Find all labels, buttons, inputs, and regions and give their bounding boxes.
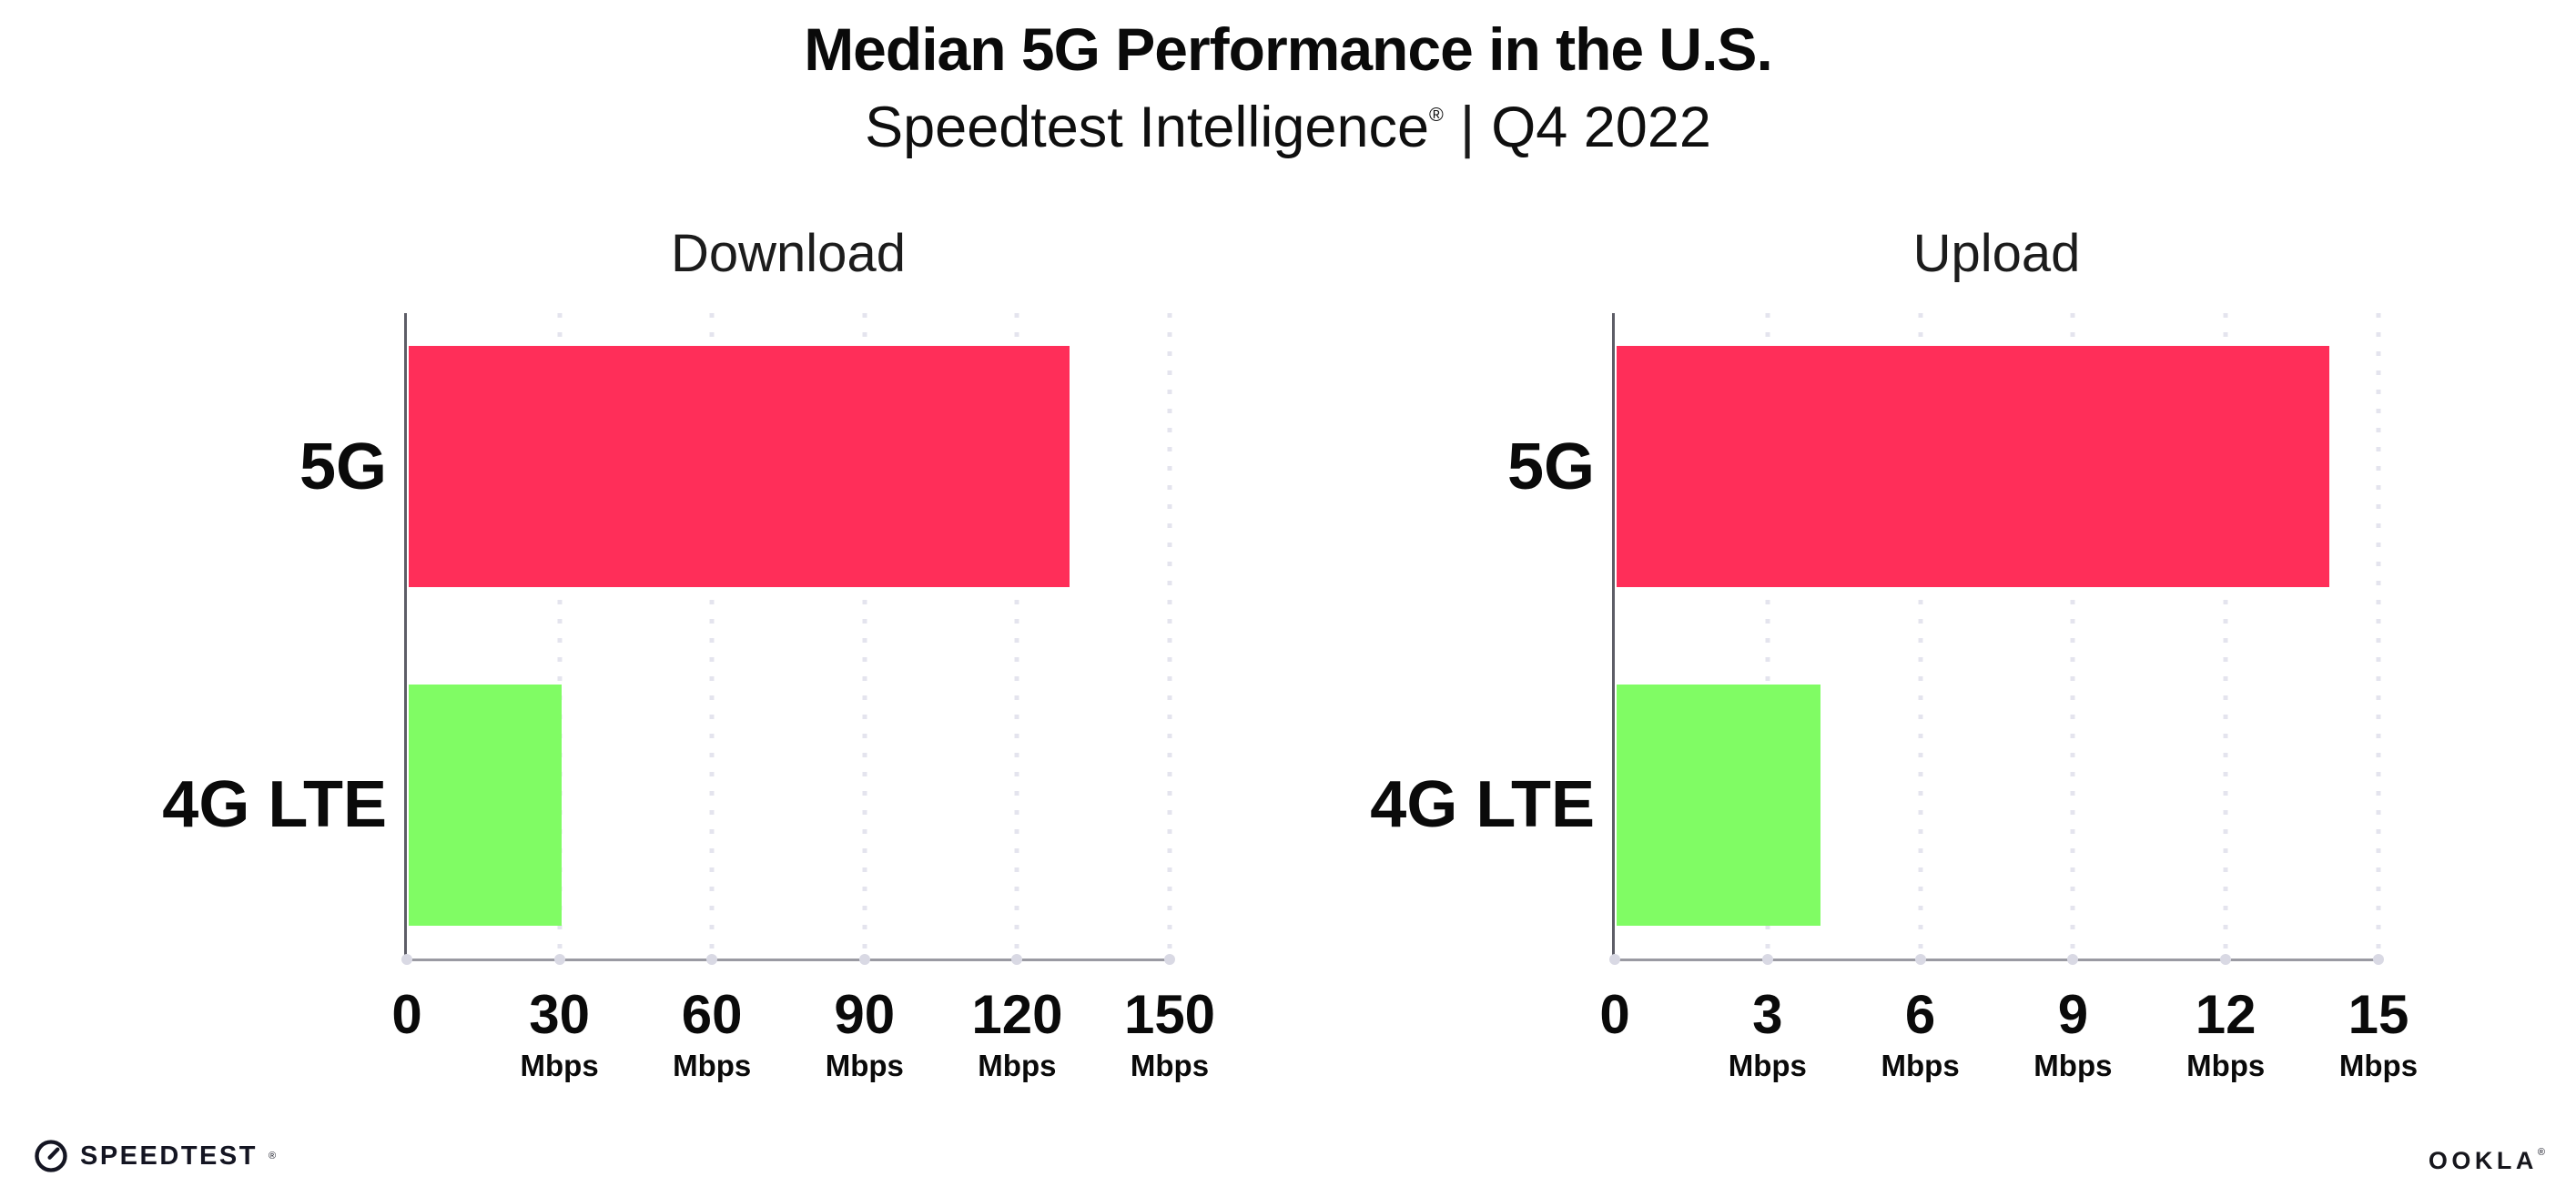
x-tick-number: 9 xyxy=(2057,984,2089,1045)
x-tick-unit: Mbps xyxy=(1728,1049,1807,1082)
download-chart-title: Download xyxy=(671,224,906,283)
axis-tick-dot-60 xyxy=(706,954,718,965)
axis-tick-dot-30 xyxy=(553,954,565,965)
axis-tick-dot-12 xyxy=(2220,954,2232,965)
x-tick-number: 12 xyxy=(2195,984,2257,1045)
upload-chart-plot-area: Upload 0 3 Mbps 6 Mbps 9 Mbps 12 Mbps 15 Mbps 5G 4G … xyxy=(1370,224,2418,1082)
x-tick-number: 90 xyxy=(834,984,896,1045)
x-tick-unit: Mbps xyxy=(1130,1049,1210,1082)
subtitle-separator: | xyxy=(1459,96,1476,159)
speedtest-logo: SPEEDTEST ® xyxy=(33,1138,276,1174)
x-tick-number: 0 xyxy=(391,984,422,1045)
x-tick-unit: Mbps xyxy=(520,1049,599,1082)
axis-tick-dot-90 xyxy=(858,954,870,965)
x-tick-number: 15 xyxy=(2348,984,2409,1045)
x-tick-number: 6 xyxy=(1904,984,1936,1045)
axis-tick-dot-9 xyxy=(2067,954,2079,965)
gridline-15 xyxy=(2376,313,2381,959)
gridline-90 xyxy=(862,313,867,959)
category-label-4g-lte: 4G LTE xyxy=(162,768,387,842)
subtitle-registered-mark: ® xyxy=(1429,104,1444,126)
subtitle-brand: Speedtest Intelligence xyxy=(865,96,1430,159)
category-label-4g-lte: 4G LTE xyxy=(1370,768,1595,842)
axis-tick-dot-0 xyxy=(401,954,412,965)
x-tick-number: 3 xyxy=(1752,984,1783,1045)
x-tick-unit: Mbps xyxy=(825,1049,904,1082)
axis-tick-dot-3 xyxy=(1761,954,1773,965)
x-tick-unit: Mbps xyxy=(2033,1049,2113,1082)
category-label-5g: 5G xyxy=(299,430,387,503)
bar-4g-lte-download xyxy=(409,685,562,926)
axis-tick-dot-15 xyxy=(2373,954,2384,965)
gauge-icon xyxy=(35,1140,67,1172)
x-tick-unit: Mbps xyxy=(978,1049,1057,1082)
x-tick-3: 3 Mbps xyxy=(1729,986,1807,1084)
bar-5g-upload xyxy=(1617,346,2330,587)
x-tick-12: 12 Mbps xyxy=(2186,986,2265,1084)
gridline-60 xyxy=(709,313,715,959)
x-tick-60: 60 Mbps xyxy=(673,986,751,1084)
x-tick-unit: Mbps xyxy=(2338,1049,2419,1082)
x-tick-0: 0 xyxy=(391,986,421,1044)
x-tick-90: 90 Mbps xyxy=(826,986,904,1084)
x-tick-150: 150 Mbps xyxy=(1124,986,1215,1084)
gridline-9 xyxy=(2070,313,2075,959)
gridline-6 xyxy=(1918,313,1923,959)
axis-tick-dot-0 xyxy=(1609,954,1620,965)
ookla-registered-mark: ® xyxy=(2537,1147,2545,1158)
x-tick-120: 120 Mbps xyxy=(971,986,1062,1084)
x-tick-number: 120 xyxy=(971,984,1063,1045)
ookla-wordmark: OOKLA xyxy=(2428,1147,2538,1174)
gridline-120 xyxy=(1014,313,1019,959)
x-tick-unit: Mbps xyxy=(2186,1049,2266,1082)
speedtest-wordmark: SPEEDTEST xyxy=(80,1141,258,1171)
x-tick-number: 0 xyxy=(1599,984,1630,1045)
gridline-150 xyxy=(1167,313,1172,959)
x-tick-unit: Mbps xyxy=(673,1049,752,1082)
x-tick-15: 15 Mbps xyxy=(2339,986,2418,1084)
bar-5g-download xyxy=(409,346,1070,587)
gridline-3 xyxy=(1765,313,1770,959)
category-label-5g: 5G xyxy=(1506,430,1595,503)
x-tick-9: 9 Mbps xyxy=(2033,986,2112,1084)
subtitle-period: Q4 2022 xyxy=(1491,96,1711,159)
x-tick-number: 60 xyxy=(681,984,743,1045)
upload-chart-title: Upload xyxy=(1912,224,2081,283)
axis-tick-dot-120 xyxy=(1011,954,1023,965)
x-tick-30: 30 Mbps xyxy=(521,986,599,1084)
x-tick-number: 150 xyxy=(1123,984,1216,1045)
axis-tick-dot-6 xyxy=(1914,954,1926,965)
x-tick-6: 6 Mbps xyxy=(1881,986,1960,1084)
x-tick-unit: Mbps xyxy=(1881,1049,1960,1082)
page-title: Median 5G Performance in the U.S. xyxy=(804,15,1773,83)
x-tick-number: 30 xyxy=(529,984,590,1045)
gridline-12 xyxy=(2223,313,2228,959)
x-tick-0: 0 xyxy=(1599,986,1629,1044)
bar-4g-lte-upload xyxy=(1617,685,1820,926)
page-subtitle: Speedtest Intelligence® | Q4 2022 xyxy=(0,95,2576,160)
ookla-logo: OOKLA ® xyxy=(2429,1147,2545,1175)
download-chart-plot-area: Download 0 30 Mbps 60 Mbps 90 Mbps 120 Mbps 150 Mb… xyxy=(162,224,1215,1082)
speedtest-registered-mark: ® xyxy=(268,1151,277,1161)
axis-tick-dot-150 xyxy=(1164,954,1175,965)
gridline-30 xyxy=(557,313,563,959)
